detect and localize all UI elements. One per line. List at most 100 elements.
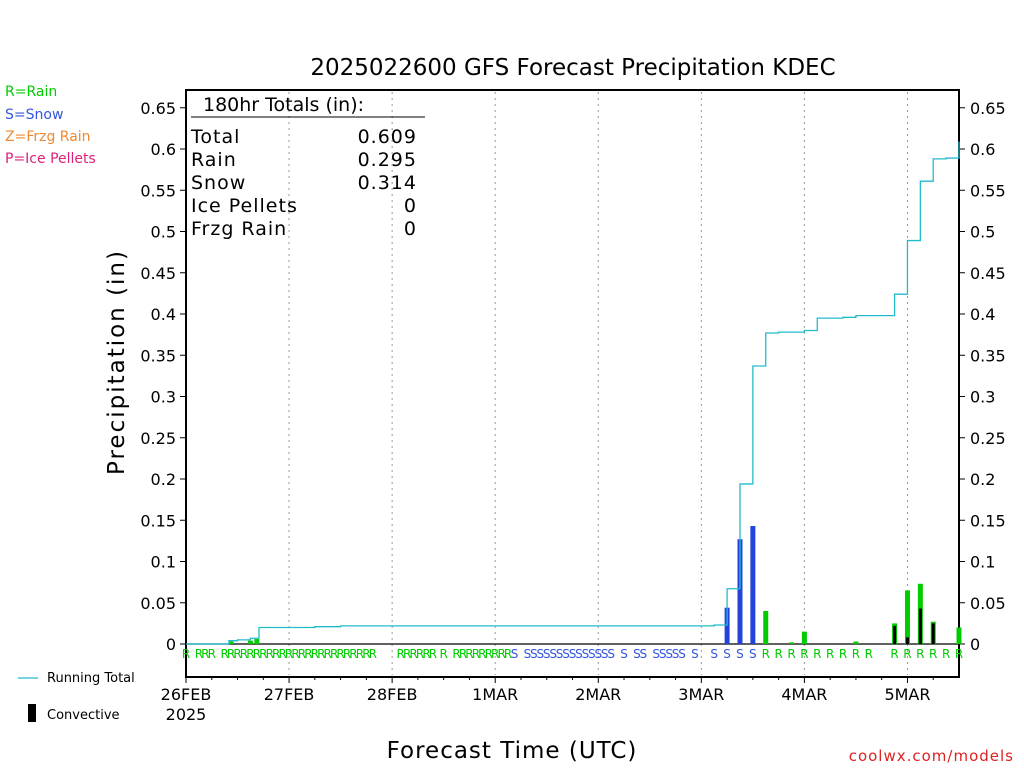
precip-type-marker: R (356, 647, 364, 661)
convective-bar (931, 623, 935, 644)
convective-bars (893, 608, 935, 644)
precip-type-marker: R (253, 647, 261, 661)
y-tick-label-left: 0.4 (151, 305, 176, 324)
precip-bar (956, 627, 962, 644)
precip-type-marker: R (278, 647, 286, 661)
y-tick-label-right: 0.5 (970, 223, 995, 242)
precip-type-marker: R (890, 647, 898, 661)
precip-type-marker: S (582, 647, 590, 661)
source-link[interactable]: coolwx.com/models (849, 747, 1014, 765)
precip-type-marker: S (607, 647, 615, 661)
totals-row-label: Total (190, 126, 240, 148)
y-tick-label-right: 0 (970, 635, 980, 654)
precip-type-marker: R (916, 647, 924, 661)
precip-type-marker: R (478, 647, 486, 661)
precip-type-marker: R (369, 647, 377, 661)
precip-type-marker: R (813, 647, 821, 661)
precip-type-marker: R (416, 647, 424, 661)
y-tick-label-left: 0.2 (151, 470, 176, 489)
precip-type-marker: S (524, 647, 532, 661)
y-tick-label-left: 0.65 (140, 99, 176, 118)
precip-type-marker: R (259, 647, 267, 661)
precip-type-marker: S (620, 647, 628, 661)
precip-type-marker: R (220, 647, 228, 661)
precip-type-marker: S (723, 647, 731, 661)
y-tick-label-left: 0.3 (151, 388, 176, 407)
y-tick-label-left: 0.25 (140, 429, 176, 448)
totals-row-value: 0.609 (358, 126, 417, 148)
precip-type-marker: R (397, 647, 405, 661)
plot-frame (185, 89, 960, 678)
y-tick-label-left: 0.05 (140, 594, 176, 613)
x-tick-label: 27FEB (264, 685, 315, 704)
precip-type-marker: S (678, 647, 686, 661)
precip-type-marker: R (349, 647, 357, 661)
precip-type-marker: R (298, 647, 306, 661)
precip-type-marker: R (491, 647, 499, 661)
totals-row-value: 0 (404, 218, 417, 240)
precip-type-marker: S (594, 647, 602, 661)
precip-type-marker: R (324, 647, 332, 661)
precip-type-marker: R (304, 647, 312, 661)
precip-type-marker: R (362, 647, 370, 661)
x-tick-label: 4MAR (781, 685, 827, 704)
y-tick-label-right: 0.15 (970, 511, 1006, 530)
precip-type-marker: R (246, 647, 254, 661)
precip-type-marker: S (530, 647, 538, 661)
convective-legend-swatch (28, 704, 36, 722)
totals-heading: 180hr Totals (in): (203, 94, 364, 116)
precip-type-marker: S (710, 647, 718, 661)
precip-type-marker: R (227, 647, 235, 661)
totals-row-label: Ice Pellets (191, 195, 298, 217)
precip-type-marker: S (633, 647, 641, 661)
y-tick-label-left: 0.15 (140, 511, 176, 530)
precip-type-marker: R (311, 647, 319, 661)
precip-bar (254, 639, 260, 644)
running-total-line (186, 141, 960, 645)
precip-type-marker: R (865, 647, 873, 661)
x-tick-label: 5MAR (884, 685, 930, 704)
precip-type-marker: S (601, 647, 609, 661)
precip-type-marker: R (787, 647, 795, 661)
precip-type-marker: R (839, 647, 847, 661)
precip-type-marker: R (208, 647, 216, 661)
precip-type-marker: R (201, 647, 209, 661)
legend-freezing-rain: Z=Frzg Rain (5, 129, 91, 145)
precip-type-marker: R (800, 647, 808, 661)
precip-type-marker: R (459, 647, 467, 661)
y-tick-label-right: 0.4 (970, 305, 995, 324)
y-tick-label-left: 0.35 (140, 346, 176, 365)
precip-type-marker: R (929, 647, 937, 661)
precip-type-marker: R (336, 647, 344, 661)
y-tick-label-right: 0.25 (970, 429, 1006, 448)
precip-type-marker: R (285, 647, 293, 661)
y-tick-label-right: 0.45 (970, 264, 1006, 283)
precip-type-marker: R (330, 647, 338, 661)
convective-legend-label: Convective (47, 708, 120, 723)
precip-type-marker: R (504, 647, 512, 661)
precip-type-marker: S (536, 647, 544, 661)
precip-type-marker: R (182, 647, 190, 661)
precip-type-marker: R (429, 647, 437, 661)
y-tick-label-right: 0.55 (970, 181, 1006, 200)
series-legend: Running Total Convective (18, 671, 135, 723)
precip-type-marker: R (497, 647, 505, 661)
precip-type-marker: R (762, 647, 770, 661)
y-tick-label-right: 0.35 (970, 346, 1006, 365)
precip-type-marker: R (826, 647, 834, 661)
precip-type-marker: S (672, 647, 680, 661)
precip-type-marker: R (233, 647, 241, 661)
totals-row-label: Frzg Rain (191, 218, 287, 240)
precip-type-marker: S (575, 647, 583, 661)
y-tick-label-right: 0.2 (970, 470, 995, 489)
legend-rain: R=Rain (5, 84, 57, 100)
precip-type-marker: R (272, 647, 280, 661)
precip-type-marker: R (409, 647, 417, 661)
y-tick-label-right: 0.05 (970, 594, 1006, 613)
y-tick-label-left: 0.1 (151, 553, 176, 572)
convective-bar (905, 637, 909, 644)
precip-type-marker: S (511, 647, 519, 661)
